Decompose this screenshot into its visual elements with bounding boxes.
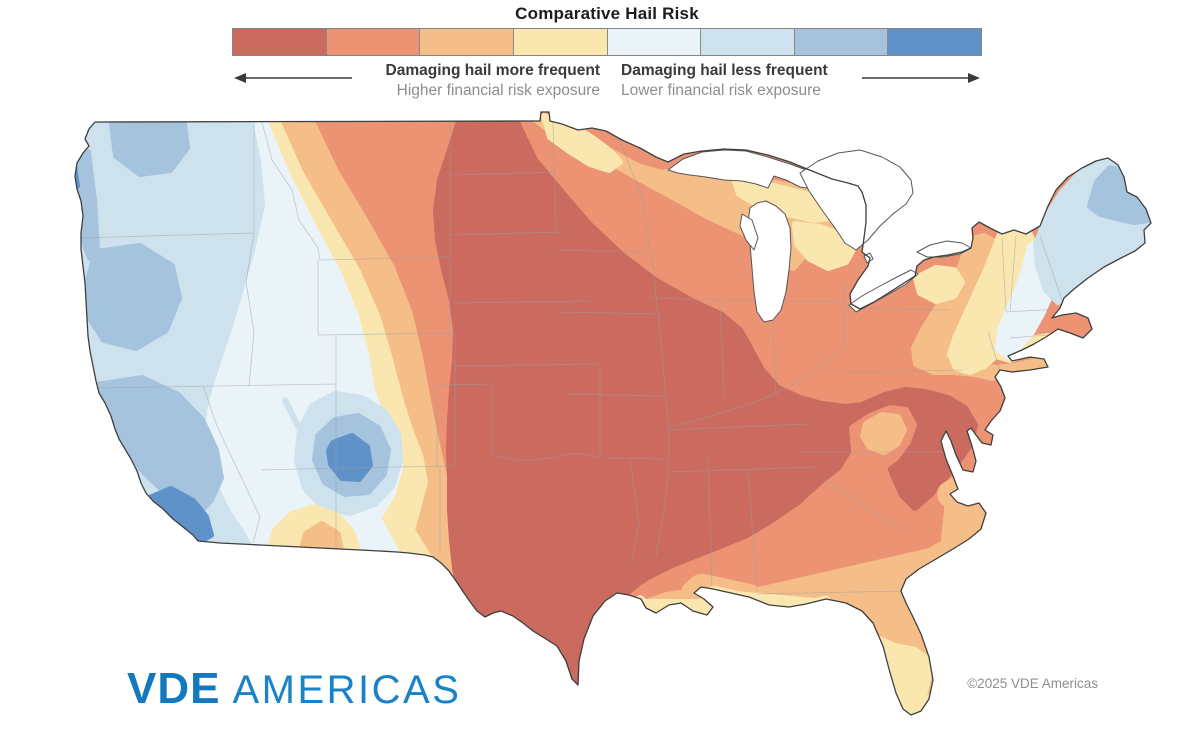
arrow-right-icon (862, 73, 980, 83)
legend-more-label: Damaging hail more frequent (385, 62, 600, 79)
state-boundaries (79, 121, 1077, 595)
legend-direction-arrows (234, 73, 980, 83)
green-bay (739, 213, 759, 251)
legend-color-cell (607, 29, 702, 55)
legend-more-sublabel: Higher financial risk exposure (396, 82, 600, 99)
copyright-notice: ©2025 VDE Americas (967, 676, 1098, 691)
legend-less-frequent: Damaging hail less frequent Lower financ… (621, 61, 828, 101)
legend-color-cell (420, 29, 514, 55)
arrow-left-icon (234, 73, 352, 83)
vde-americas-logo: VDE AMERICAS (127, 664, 461, 714)
legend-labels: Damaging hail more frequent Higher finan… (232, 61, 982, 101)
risk-color-scale (232, 28, 982, 56)
legend-color-cell (794, 29, 889, 55)
us-outline (74, 111, 1152, 716)
page-title: Comparative Hail Risk (515, 4, 699, 23)
lake-huron (799, 149, 914, 251)
legend-color-cell (326, 29, 421, 55)
contour-fills (75, 112, 1151, 715)
logo-secondary: AMERICAS (232, 668, 462, 712)
legend-more-frequent: Damaging hail more frequent Higher finan… (232, 61, 600, 101)
legend-color-cell (513, 29, 608, 55)
legend-color-cell (701, 29, 795, 55)
legend-less-sublabel: Lower financial risk exposure (621, 82, 821, 99)
legend-color-cell (233, 29, 327, 55)
legend-color-cell (888, 29, 981, 55)
legend-less-label: Damaging hail less frequent (621, 62, 828, 79)
logo-primary: VDE (127, 664, 221, 713)
great-lakes (667, 149, 972, 323)
